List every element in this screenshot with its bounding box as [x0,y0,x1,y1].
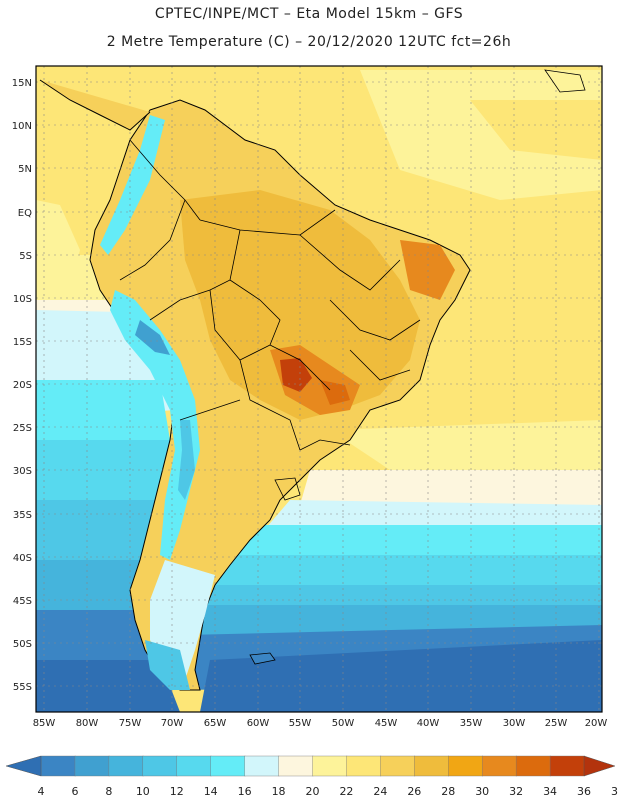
central-america [39,79,151,131]
andes-high-south [178,420,195,500]
lon-label: 45W [375,718,398,729]
colorbar-swatch [515,755,551,777]
colorbar-swatches [40,755,585,777]
lat-label: 35S [13,510,32,521]
lon-label: 50W [332,718,355,729]
colorbar-label: 10 [136,785,150,798]
colorbar-label: 32 [509,785,523,798]
ocean-warm-north-atlantic [470,100,602,160]
colorbar-swatch [142,755,178,777]
lon-label: 65W [204,718,227,729]
colorbar-over-arrow [583,755,616,777]
latitude-labels: 15N 10N 5N EQ 5S 10S 15S 20S 25S 30S 35S… [12,78,32,693]
colorbar-label: 4 [38,785,45,798]
lon-label: 60W [247,718,270,729]
colorbar-label: 12 [170,785,184,798]
lon-label: 75W [119,718,142,729]
ocean-cold2-atlantic [210,555,602,590]
caribbean-islands [544,69,586,93]
andes-altiplano [135,320,170,355]
lat-label: EQ [18,208,32,219]
ocean-deep-atlantic [200,640,602,712]
ocean-mild-atlantic [330,420,602,480]
colorbar-label: 36 [577,785,591,798]
colorbar-label: 16 [238,785,252,798]
colorbar-label: 38 [611,785,618,798]
colorbar-label: 28 [441,785,455,798]
colorbar-swatch [414,755,449,777]
lat-label: 5N [18,164,32,175]
colorbar-label: 14 [204,785,218,798]
colorbar-swatch [74,755,110,777]
ocean-pale-atlantic [300,470,602,510]
colorbar-swatch [244,755,280,777]
lon-label: 20W [585,718,608,729]
graticule [36,66,602,712]
colorbar-swatch [40,755,76,777]
lon-label: 30W [503,718,526,729]
map-plot-area [36,66,602,712]
land-hot-spot [320,380,350,405]
land-hot-interior [180,190,420,420]
lon-label: 35W [460,718,483,729]
andes-north [100,115,165,255]
colorbar-swatch [346,755,382,777]
lagoon-outline [274,477,301,501]
lon-label: 40W [417,718,440,729]
colorbar-swatch [278,755,314,777]
falkland-islands [249,652,276,665]
colorbar-label: 22 [339,785,353,798]
colorbar: 4 6 8 10 12 14 16 18 20 22 24 26 28 30 32 34 36 38 [5,755,618,798]
colorbar-swatch [380,755,416,777]
colorbar-label: 6 [71,785,78,798]
lat-label: 5S [19,251,32,262]
colorbar-swatch [108,755,144,777]
colorbar-label: 18 [272,785,286,798]
ocean-colder-pacific [36,500,165,570]
colorbar-label: 24 [373,785,387,798]
lat-label: 10N [12,121,32,132]
lon-label: 80W [76,718,99,729]
lon-label: 85W [33,718,56,729]
colorbar-swatch [481,755,517,777]
lat-label: 15N [12,78,32,89]
lon-label: 55W [289,718,312,729]
colorbar-label: 8 [105,785,112,798]
colorbar-swatch [549,755,585,777]
lat-label: 40S [13,553,32,564]
colorbar-swatch [176,755,212,777]
lat-label: 45S [13,596,32,607]
colorbar-label: 30 [475,785,489,798]
lat-label: 55S [13,682,32,693]
colorbar-under-arrow [5,755,42,777]
lat-label: 20S [13,380,32,391]
lat-label: 25S [13,423,32,434]
colorbar-label: 26 [407,785,421,798]
map-title-line2: 2 Metre Temperature (C) – 20/12/2020 12U… [106,34,512,50]
land-hottest-region [280,358,312,392]
colorbar-label: 34 [543,785,557,798]
map-frame [35,65,603,713]
land-hot-northeast [400,240,455,300]
colorbar-label: 20 [306,785,320,798]
colorbar-swatch [312,755,348,777]
lat-label: 15S [13,337,32,348]
colorbar-swatch [448,755,483,777]
longitude-labels: 85W 80W 75W 70W 65W 60W 55W 50W 45W 40W … [33,718,608,729]
lon-label: 25W [545,718,568,729]
colorbar-labels: 4 6 8 10 12 14 16 18 20 22 24 26 28 30 32 34 36 38 [38,785,618,798]
ocean-cold-pacific [36,380,170,450]
land-cold-tip [145,640,190,690]
colorbar-swatch [210,755,246,777]
lat-label: 50S [13,639,32,650]
lat-label: 10S [13,294,32,305]
andes-central [110,290,200,560]
ocean-cold3-pacific [36,560,150,620]
lat-label: 30S [13,466,32,477]
country-borders [119,139,421,451]
lon-label: 70W [161,718,184,729]
map-title-line1: CPTEC/INPE/MCT – Eta Model 15km – GFS [154,6,464,22]
